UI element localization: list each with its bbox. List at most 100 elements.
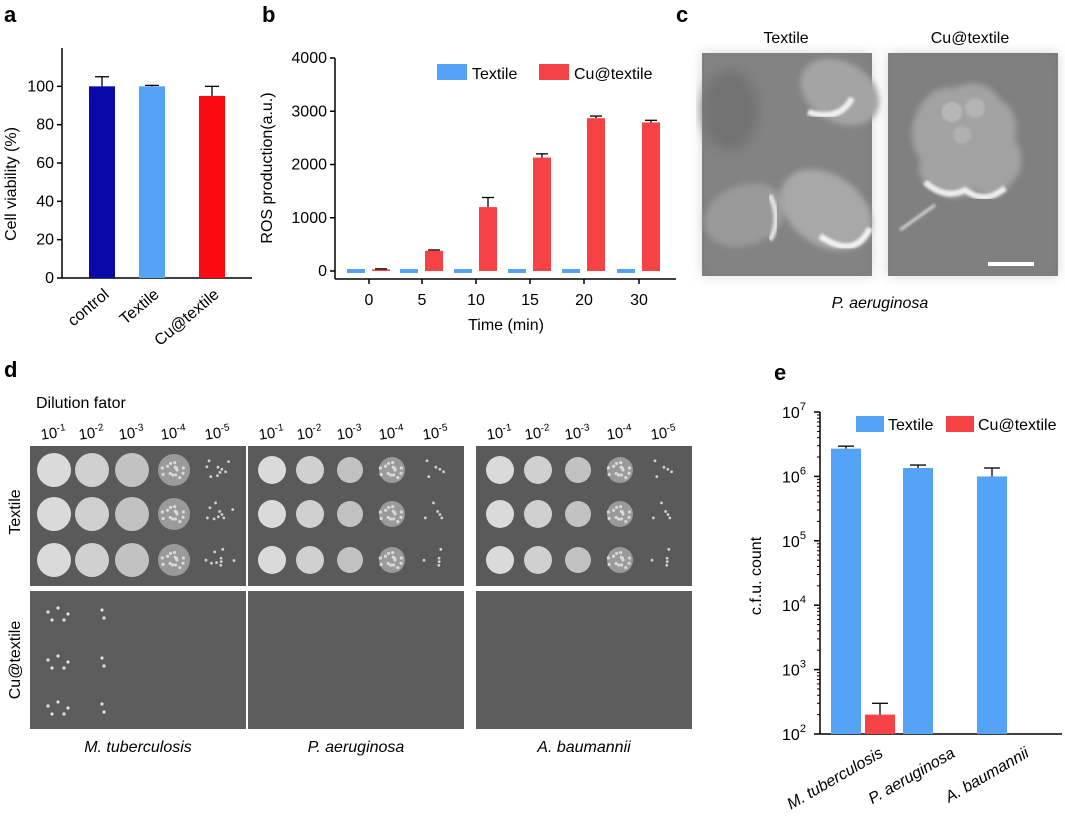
- plate-colony: [611, 554, 616, 558]
- plate-row-label-textile: Textile: [7, 489, 24, 534]
- plate-colony: [173, 555, 177, 559]
- plate-colony: [667, 547, 671, 551]
- plate-colony: [173, 517, 178, 521]
- chart-b-bar-textile: [617, 269, 635, 273]
- chart-b-x-tick-label: 5: [418, 292, 427, 309]
- plate-colony-spot: [337, 457, 363, 483]
- plate-colony-spot: [337, 501, 363, 527]
- chart-b-bar-cu-textile: [587, 118, 605, 271]
- plate-colony: [617, 473, 621, 477]
- plate-colony-spot: [296, 546, 324, 574]
- plate-colony: [208, 506, 212, 510]
- plate-colony: [207, 459, 211, 463]
- plate-colony: [606, 466, 610, 470]
- chart-e-x-tick-label: A. baumannii: [942, 745, 1033, 807]
- plate-colony: [168, 505, 173, 510]
- plate-colony: [168, 471, 172, 476]
- plate-colony: [389, 473, 393, 477]
- chart-e-y-tick-label: 106: [782, 465, 806, 486]
- plate-colony: [437, 560, 441, 564]
- plate-colony: [425, 459, 429, 463]
- plate-colony: [100, 702, 104, 706]
- plate-colony: [670, 470, 674, 474]
- plate-colony: [651, 516, 655, 520]
- plate-colony: [213, 550, 217, 554]
- plate-dilution-label: 10-1: [257, 422, 285, 443]
- plate-colony: [383, 508, 388, 512]
- chart-b-legend-label-textile: Textile: [472, 66, 517, 83]
- plate-colony: [664, 510, 668, 513]
- chart-e-legend-label-cu-textile: Cu@textile: [978, 417, 1057, 434]
- plate-cu-textile-2: [476, 591, 692, 729]
- plate-cu-textile-0: [30, 591, 246, 729]
- plate-colony: [50, 666, 54, 670]
- plate-colony: [50, 712, 54, 716]
- plate-colony: [209, 475, 213, 479]
- plate-colony: [66, 706, 70, 710]
- chart-b-y-tick-label: 1000: [291, 210, 327, 227]
- chart-b-bar-cu-textile: [479, 207, 497, 271]
- plate-colony: [607, 516, 611, 521]
- plate-colony: [215, 561, 218, 565]
- plate-colony: [389, 563, 393, 567]
- plate-colony-spot: [486, 456, 514, 484]
- plate-colony: [221, 547, 225, 551]
- plate-colony: [668, 516, 672, 520]
- plate-colony: [181, 556, 185, 560]
- plate-colony: [56, 700, 60, 704]
- plate-colony: [619, 551, 623, 555]
- plate-colony: [216, 515, 220, 519]
- plate-colony: [666, 513, 670, 516]
- plate-colony: [391, 473, 396, 477]
- plate-colony: [386, 515, 390, 520]
- chart-a-y-tick-label: 100: [27, 78, 54, 95]
- panel-letter-d: d: [4, 357, 17, 382]
- chart-e-legend-swatch-cu-textile: [946, 416, 974, 432]
- micrograph-panel: Textile Cu@textile P. aeruginosa: [702, 30, 1058, 312]
- chart-e-legend-label-textile: Textile: [888, 417, 933, 434]
- plate-colony: [396, 476, 400, 480]
- plate-colony: [171, 563, 175, 567]
- plate-colony: [614, 515, 618, 520]
- plate-colony: [427, 475, 431, 479]
- plate-colony: [432, 501, 435, 505]
- plate-colony: [205, 465, 209, 469]
- chart-b-x-tick-label: 10: [467, 292, 485, 309]
- plate-colony-spot: [607, 457, 633, 483]
- plate-colony: [205, 516, 209, 520]
- chart-e-y-tick-exponent: 2: [800, 723, 806, 735]
- plate-colony-spot: [524, 456, 552, 484]
- plate-dilution-exponent: -5: [438, 422, 449, 434]
- plate-colony: [624, 520, 628, 524]
- chart-a: Cell viability (%) 0 20 40 60 80 100 control Te…: [3, 48, 252, 350]
- chart-b-bar-cu-textile: [425, 250, 443, 271]
- panel-letter-b: b: [262, 2, 275, 27]
- plate-colony-spot: [296, 500, 324, 528]
- micrograph-cu-textile: [888, 53, 1058, 276]
- plate-dilution-exponent: -1: [56, 422, 67, 434]
- plate-colony-spot: [258, 500, 286, 528]
- plate-colony: [62, 618, 66, 622]
- plate-colony: [178, 520, 182, 524]
- chart-b-y-tick-label: 4000: [291, 50, 327, 67]
- micrograph-caption: P. aeruginosa: [832, 295, 929, 312]
- plate-dilution-label: 10-5: [421, 422, 449, 443]
- plate-colony: [665, 556, 669, 560]
- plate-colony: [619, 505, 623, 509]
- plate-colony: [399, 466, 403, 470]
- plate-colony: [173, 461, 177, 465]
- plate-colony: [62, 666, 66, 670]
- plate-colony: [222, 516, 226, 520]
- plate-colony: [173, 509, 177, 513]
- plate-colony: [653, 459, 657, 463]
- plate-colony: [66, 612, 70, 616]
- plate-colony: [606, 510, 610, 514]
- plate-colony: [378, 556, 382, 560]
- chart-e-y-tick-exponent: 4: [800, 594, 806, 606]
- chart-a-bar-control: [89, 86, 115, 278]
- chart-b-bar-textile: [454, 269, 472, 273]
- plate-colony-spot: [524, 500, 552, 528]
- plate-colony: [627, 510, 631, 514]
- plate-colony: [665, 560, 669, 564]
